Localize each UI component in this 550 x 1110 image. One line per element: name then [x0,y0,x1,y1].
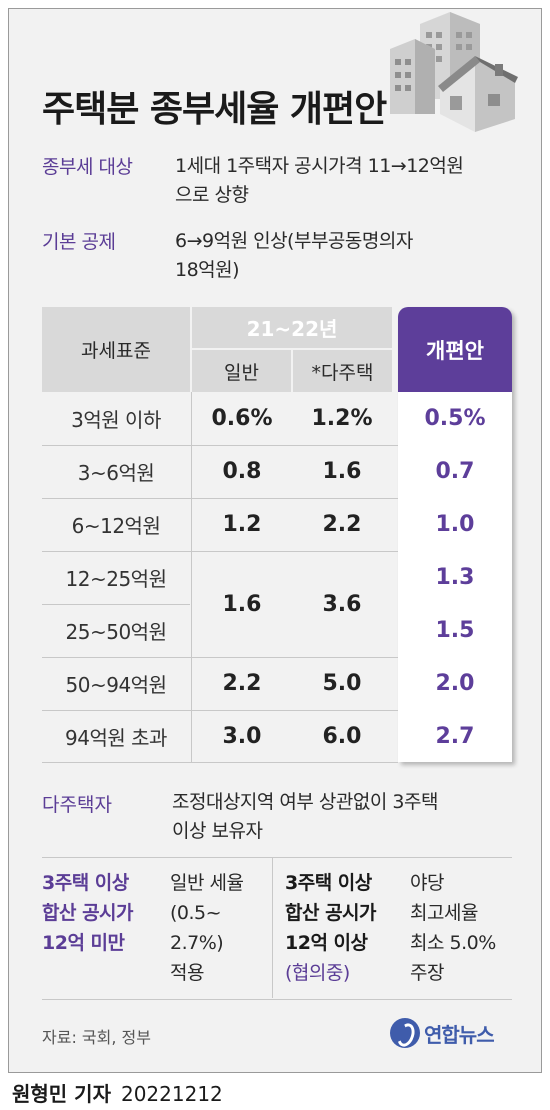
row-new: 1.5 [435,618,475,643]
header-new: 개편안 [398,307,512,392]
info-text-deduction-line2: 18억원) [175,259,240,281]
left-text-line1: 일반 세율 [170,872,244,894]
row-standard: 25~50억원 [65,620,167,644]
row-standard: 12~25억원 [65,567,167,591]
header-general: 일반 [224,361,259,384]
yonhap-logo-icon [390,1018,420,1048]
row-new: 0.7 [435,459,475,484]
row-divider [42,762,398,763]
row-multi: 2.2 [322,512,362,537]
merged-general: 1.6 [222,591,262,617]
row-standard: 3억원 이하 [71,408,161,432]
yonhap-logo: 연합뉴스 [390,1018,495,1048]
row-multi: 6.0 [322,723,362,749]
info-text-target: 1세대 1주택자 공시가격 11→12억원 으로 상향 [175,152,515,210]
credit-line: 원형민 기자 20221212 [12,1078,223,1107]
info-label-target: 종부세 대상 [42,156,133,178]
left-block-text: 일반 세율 (0.5~ 2.7%) 적용 [170,868,244,988]
row-general: 0.6% [211,406,273,431]
left-text-line3: 2.7%) [170,932,224,954]
multi-owner-text: 조정대상지역 여부 상관없이 3주택 이상 보유자 [172,788,512,846]
right-title-line3: 12억 이상 [285,932,368,954]
row-multi: 1.2% [311,406,373,431]
merged-multi: 3.6 [322,591,362,617]
left-title-line3: 12억 미만 [42,932,125,954]
row-divider [42,604,190,605]
header-multi-cell: *다주택 [293,350,392,392]
info-label-deduction: 기본 공제 [42,231,116,253]
yonhap-logo-text: 연합뉴스 [424,1022,495,1047]
right-title-line2: 합산 공시가 [285,902,377,924]
row-divider [42,710,398,711]
header-period-cell: 21~22년 [192,307,392,348]
row-general: 0.8 [222,459,262,484]
row-divider [42,551,398,552]
row-new: 2.7 [435,723,475,749]
info-row-deduction: 기본 공제 6→9억원 인상(부부공동명의자 18억원) [42,227,515,285]
left-title-line2: 합산 공시가 [42,902,134,924]
right-text-line4: 주장 [410,962,444,984]
row-general: 2.2 [222,671,262,696]
row-divider [42,445,398,446]
left-title-line1: 3주택 이상 [42,872,129,894]
info-text-deduction: 6→9억원 인상(부부공동명의자 18억원) [175,227,515,285]
row-divider [42,498,398,499]
page-title: 주택분 종부세율 개편안 [42,89,387,130]
left-text-line4: 적용 [170,962,204,984]
left-block-title: 3주택 이상 합산 공시가 12억 미만 [42,868,134,958]
info-text-deduction-line1: 6→9억원 인상(부부공동명의자 [175,230,413,252]
block-divider [272,858,273,998]
right-text-line2: 최고세율 [410,902,478,924]
row-new: 2.0 [435,671,475,696]
right-title-line4: (협의중) [285,962,350,984]
row-standard: 6~12억원 [71,514,161,538]
right-text-line3: 최소 5.0% [410,932,496,954]
tax-rate-table: 과세표준 21~22년 일반 *다주택 개편안 3억원 이하 0.6% 1.2%… [42,307,512,763]
row-general: 1.2 [222,512,262,537]
row-standard: 94억원 초과 [65,725,167,750]
row-new: 0.5% [424,406,486,431]
buildings-illustration [390,12,518,132]
info-row-target: 종부세 대상 1세대 1주택자 공시가격 11→12억원 으로 상향 [42,152,515,210]
section-divider [42,999,512,1000]
source-note: 자료: 국회, 정부 [42,1028,151,1047]
left-text-line2: (0.5~ [170,902,222,924]
header-general-cell: 일반 [192,350,291,392]
multi-owner-line2: 이상 보유자 [172,820,263,842]
row-new: 1.3 [435,565,475,590]
multi-owner-label: 다주택자 [42,794,112,816]
header-multi: *다주택 [311,361,374,384]
row-standard: 3~6억원 [77,461,155,485]
row-divider [42,657,398,658]
header-standard: 과세표준 [81,340,151,362]
header-period: 21~22년 [246,317,338,341]
row-multi: 1.6 [322,459,362,484]
publish-date: 20221212 [120,1082,223,1106]
right-block-title: 3주택 이상 합산 공시가 12억 이상 (협의중) [285,868,377,988]
reporter-name: 원형민 기자 [12,1082,111,1106]
right-block-text: 야당 최고세율 최소 5.0% 주장 [410,868,496,988]
header-standard-cell: 과세표준 [42,307,190,392]
multi-owner-line1: 조정대상지역 여부 상관없이 3주택 [172,791,438,813]
info-text-target-line2: 으로 상향 [175,184,249,206]
right-text-line1: 야당 [410,872,444,894]
col-divider [191,392,192,762]
info-text-target-line1: 1세대 1주택자 공시가격 11→12억원 [175,155,464,177]
row-general: 3.0 [222,723,262,749]
row-standard: 50~94억원 [65,673,167,697]
row-multi: 5.0 [322,671,362,696]
section-divider [42,857,512,858]
row-new: 1.0 [435,512,475,537]
right-title-line1: 3주택 이상 [285,872,372,894]
